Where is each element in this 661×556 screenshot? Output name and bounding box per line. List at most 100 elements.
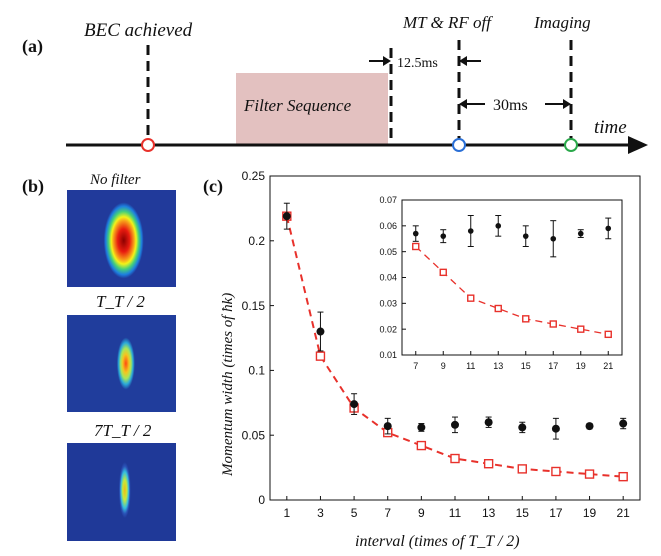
main-x-tick-label: 9: [418, 506, 425, 520]
gap1-right-arrowhead: [459, 56, 467, 66]
main-measured-point: [551, 424, 560, 433]
main-measured-point: [518, 423, 527, 432]
inset-measured-point: [440, 233, 447, 239]
main-x-axis-label: interval (times of T_T / 2): [355, 533, 520, 550]
main-x-tick-label: 5: [351, 506, 358, 520]
inset-x-tick-label: 17: [548, 361, 558, 371]
main-model-point: [416, 440, 427, 451]
inset-measured-point: [577, 230, 584, 237]
main-measured-point: [316, 327, 325, 336]
main-model-point: [483, 459, 494, 469]
inset-x-tick-label: 13: [493, 361, 503, 371]
mt-rf-off-event-marker: [452, 138, 466, 152]
main-x-tick-label: 21: [617, 506, 631, 520]
filter-sequence-box: [236, 73, 388, 144]
main-y-tick-label: 0.15: [242, 299, 266, 313]
inset-ticks: 7 9 11 13 15 17 19 21 0.01 0.02 0.03 0.04 0.05 0.06 0.…: [379, 195, 613, 371]
main-measured-series: [282, 202, 628, 440]
inset-measured-point: [495, 223, 502, 229]
panel-c-label: (c): [203, 176, 223, 197]
main-measured-point: [350, 400, 359, 409]
inset-model-point: [439, 268, 447, 277]
inset-y-tick-label: 0.04: [379, 273, 397, 283]
inset-x-tick-label: 21: [603, 361, 613, 371]
main-y-tick-label: 0.25: [242, 169, 266, 183]
main-y-axis-label: Momentum width (times of ħk): [220, 293, 236, 477]
main-model-point: [618, 471, 628, 482]
inset-y-tick-label: 0.07: [379, 195, 397, 205]
bec-achieved-label: BEC achieved: [84, 20, 193, 41]
gap1-left-arrowhead: [383, 56, 391, 66]
inset-x-tick-label: 9: [441, 361, 446, 371]
inset-x-tick-label: 15: [521, 361, 531, 371]
main-x-tick-label: 15: [516, 506, 530, 520]
gap2-left-arrowhead: [459, 99, 467, 109]
inset-measured-point: [467, 228, 474, 234]
absorption-image-7tt2: [67, 443, 176, 541]
main-measured-point: [484, 418, 493, 427]
image-label-tt2: T_T / 2: [96, 292, 145, 311]
absorption-image-no-filter: [67, 190, 176, 287]
main-x-tick-label: 19: [583, 506, 597, 520]
gap2-right-arrowhead: [563, 99, 571, 109]
inset-model-point: [549, 320, 557, 328]
main-model-point: [584, 469, 595, 479]
inset-measured-point: [522, 233, 529, 239]
inset-model-point: [494, 304, 502, 313]
inset-model-point: [522, 315, 530, 323]
inset-plot-frame: [401, 199, 623, 356]
image-label-no-filter: No filter: [89, 172, 141, 188]
inset-x-tick-label: 11: [466, 361, 475, 371]
main-x-tick-label: 7: [384, 506, 391, 520]
main-measured-point: [619, 419, 628, 428]
filter-sequence-label: Filter Sequence: [243, 96, 352, 115]
inset-measured-point: [412, 230, 419, 237]
inset-measured-point: [550, 235, 557, 242]
main-measured-point: [282, 212, 291, 221]
inset-model-point: [604, 330, 612, 339]
main-y-tick-label: 0.1: [248, 364, 265, 378]
panel-b-label: (b): [22, 176, 44, 197]
inset-model-series: [412, 242, 612, 339]
gap2-label: 30ms: [493, 97, 528, 114]
inset-x-tick-label: 7: [413, 361, 418, 371]
inset-x-tick-label: 19: [576, 361, 586, 371]
main-x-tick-label: 17: [549, 506, 563, 520]
inset-y-tick-label: 0.05: [379, 247, 397, 257]
inset-y-tick-label: 0.03: [379, 298, 397, 308]
inset-model-point: [577, 325, 585, 333]
main-y-tick-label: 0.2: [248, 234, 265, 248]
main-measured-point: [451, 420, 459, 429]
inset-measured-series: [412, 215, 612, 258]
main-x-tick-label: 3: [317, 506, 324, 520]
main-model-point: [450, 453, 460, 464]
main-x-tick-label: 13: [482, 506, 496, 520]
main-x-tick-label: 1: [283, 506, 290, 520]
absorption-image-tt2: [67, 315, 176, 412]
inset-y-tick-label: 0.06: [379, 221, 397, 231]
main-model-point: [517, 464, 527, 474]
main-measured-point: [417, 423, 426, 432]
image-label-7tt2: 7T_T / 2: [94, 421, 152, 440]
inset-y-tick-label: 0.01: [379, 350, 397, 360]
bec-event-marker: [141, 138, 155, 152]
main-measured-point: [585, 422, 594, 431]
main-measured-point: [383, 422, 392, 431]
inset-model-point: [412, 242, 420, 251]
main-model-point: [315, 351, 326, 361]
panel-a-label: (a): [22, 36, 43, 57]
inset-y-tick-label: 0.02: [379, 324, 397, 334]
gap1-label: 12.5ms: [397, 56, 438, 71]
imaging-event-marker: [564, 138, 578, 152]
inset-model-point: [467, 294, 475, 302]
inset-measured-point: [605, 225, 612, 232]
inset-model-line: [415, 246, 609, 335]
main-y-tick-label: 0.05: [242, 428, 266, 442]
imaging-label: Imaging: [533, 13, 591, 32]
main-x-tick-label: 11: [449, 506, 462, 520]
main-model-line: [285, 215, 624, 478]
main-y-tick-label: 0: [258, 493, 265, 507]
time-axis-arrowhead: [628, 136, 648, 154]
time-axis-label: time: [594, 117, 627, 138]
mt-rf-off-label: MT & RF off: [402, 13, 493, 32]
